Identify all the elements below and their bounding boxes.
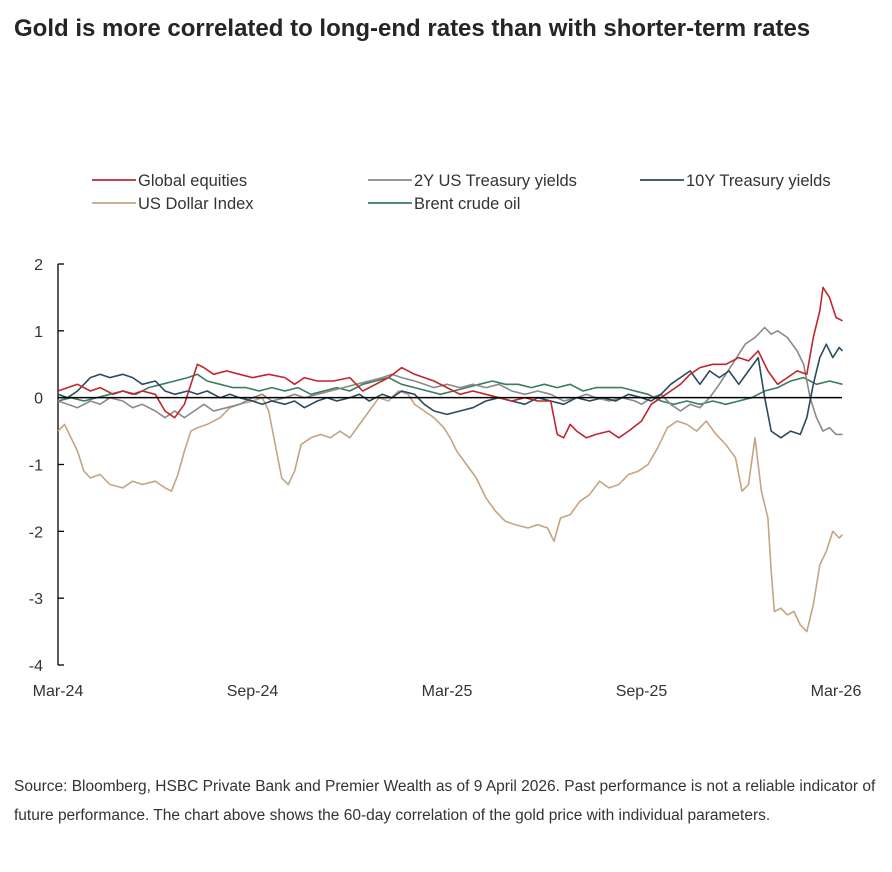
page-title: Gold is more correlated to long-end rate… <box>14 15 811 42</box>
legend-label-10y-treasury-yields: 10Y Treasury yields <box>686 172 831 190</box>
series-line-2y-us-treasury-yields <box>57 326 843 436</box>
series-line-brent-crude-oil <box>57 373 843 406</box>
y-tick-label: -1 <box>29 458 43 475</box>
legend-label-2y-us-treasury-yields: 2Y US Treasury yields <box>414 172 577 190</box>
series-line-10y-treasury-yields <box>57 343 844 439</box>
series-layer <box>57 286 844 633</box>
legend-label-us-dollar-index: US Dollar Index <box>138 195 254 213</box>
x-tick-label: Mar-25 <box>422 683 473 700</box>
series-line-global-equities <box>57 286 843 439</box>
y-axis: 2 1 0 -1 -2 -3 -4 <box>29 257 64 675</box>
x-tick-label: Sep-24 <box>227 683 279 700</box>
legend-label-global-equities: Global equities <box>138 172 247 190</box>
y-tick-label: -3 <box>29 591 43 608</box>
y-tick-label: 1 <box>34 324 43 341</box>
y-tick-label: 2 <box>34 257 43 274</box>
correlation-chart: Global equities 2Y US Treasury yields 10Y … <box>29 172 862 700</box>
x-tick-label: Mar-26 <box>811 683 862 700</box>
x-tick-label: Mar-24 <box>33 683 84 700</box>
y-tick-label: -4 <box>29 658 43 675</box>
series-line-us-dollar-index <box>57 390 844 633</box>
source-note: Source: Bloomberg, HSBC Private Bank and… <box>14 778 876 824</box>
x-axis: Mar-24 Sep-24 Mar-25 Sep-25 Mar-26 <box>33 683 862 700</box>
x-tick-label: Sep-25 <box>616 683 668 700</box>
chart-legend: Global equities 2Y US Treasury yields 10Y … <box>92 172 831 213</box>
legend-label-brent-crude-oil: Brent crude oil <box>414 195 520 213</box>
y-tick-label: 0 <box>34 391 43 408</box>
y-tick-label: -2 <box>29 524 43 541</box>
